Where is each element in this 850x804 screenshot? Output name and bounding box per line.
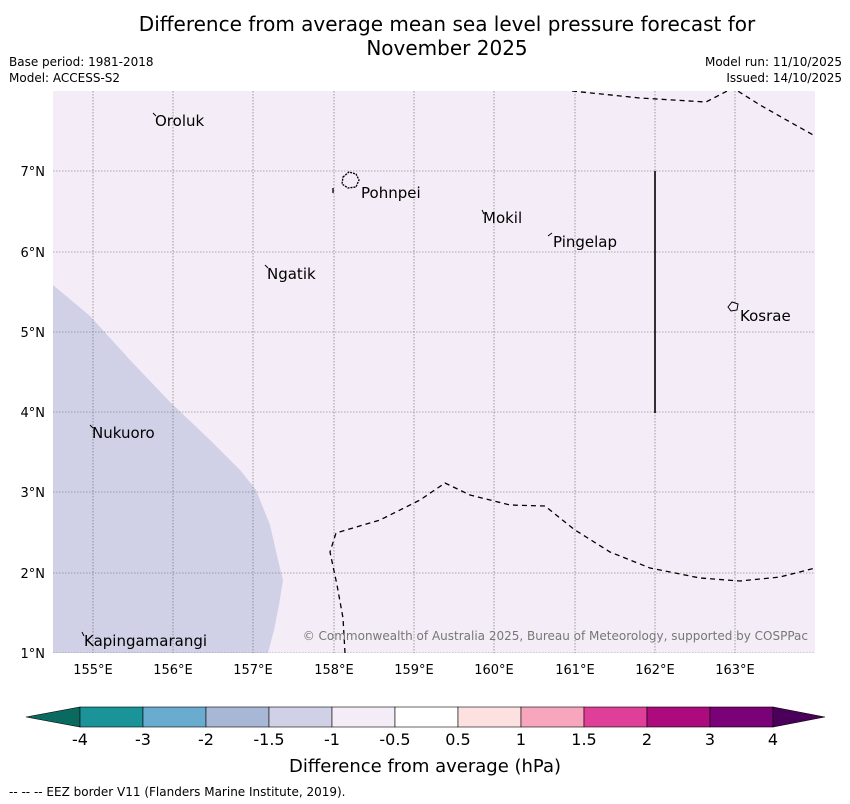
colorbar: -4 -3 -2 -1.5 -1 -0.5 0.5 1 1.5 2 3 4 [25, 706, 826, 749]
colorbar-tick-label: -2 [198, 730, 214, 749]
issued-date: Issued: 14/10/2025 [726, 71, 842, 85]
model-run: Model run: 11/10/2025 [704, 55, 842, 69]
label-ngatik: Ngatik [267, 265, 316, 283]
lat-label: 5°N [21, 326, 46, 341]
label-pohnpei: Pohnpei [361, 184, 421, 202]
kosrae-island [727, 301, 739, 312]
lat-label: 4°N [21, 406, 46, 421]
colorbar-tick-label: 4 [768, 730, 778, 749]
longitude-labels: 155°E 156°E 157°E 158°E 159°E 160°E 161°… [73, 663, 755, 678]
colorbar-tick-label: 3 [705, 730, 715, 749]
lon-label: 157°E [233, 663, 273, 678]
title-line-1: Difference from average mean sea level p… [138, 12, 756, 36]
lat-label: 1°N [21, 647, 46, 662]
colorbar-segment [457, 706, 522, 728]
lon-label: 161°E [555, 663, 595, 678]
colorbar-segment [79, 706, 144, 728]
atoll-markers [81, 112, 553, 637]
lat-label: 2°N [21, 567, 46, 582]
meta-left: Base period: 1981-2018 Model: ACCESS-S2 [9, 54, 154, 86]
latitude-labels: 7°N 6°N 5°N 4°N 3°N 2°N 1°N [21, 165, 46, 662]
colorbar-tick-label: 1.5 [571, 730, 596, 749]
colorbar-tick-label: 0.5 [445, 730, 470, 749]
label-nukuoro: Nukuoro [92, 424, 155, 442]
copyright-text: © Commonwealth of Australia 2025, Bureau… [303, 629, 808, 643]
label-kosrae: Kosrae [740, 307, 791, 325]
colorbar-segment [268, 706, 333, 728]
colorbar-tick-label: -4 [72, 730, 88, 749]
lon-label: 163°E [715, 663, 755, 678]
colorbar-under-arrow [25, 706, 81, 728]
lon-label: 155°E [73, 663, 113, 678]
chart-title: Difference from average mean sea level p… [0, 12, 850, 60]
lon-label: 162°E [635, 663, 675, 678]
colorbar-tick-label: -3 [135, 730, 151, 749]
colorbar-segment [205, 706, 270, 728]
label-mokil: Mokil [483, 209, 522, 227]
meta-right: Model run: 11/10/2025 Issued: 14/10/2025 [705, 54, 842, 86]
colorbar-tick-label: -0.5 [379, 730, 410, 749]
colorbar-segment [142, 706, 207, 728]
colorbar-tick-label: -1.5 [253, 730, 284, 749]
colorbar-segment [646, 706, 711, 728]
colorbar-over-arrow [772, 706, 826, 728]
lon-label: 160°E [474, 663, 514, 678]
label-kapingamarangi: Kapingamarangi [84, 632, 207, 650]
label-oroluk: Oroluk [155, 112, 204, 130]
lat-label: 7°N [21, 165, 46, 180]
base-period: Base period: 1981-2018 [9, 55, 154, 69]
colorbar-segment [709, 706, 774, 728]
lat-label: 6°N [21, 246, 46, 261]
title-line-2: November 2025 [366, 36, 528, 60]
colorbar-tick-label: 2 [642, 730, 652, 749]
pohnpei-island [341, 171, 360, 189]
anomaly-region [53, 285, 283, 653]
footer-note: -- -- -- EEZ border V11 (Flanders Marine… [9, 785, 346, 799]
lon-label: 159°E [394, 663, 434, 678]
lon-label: 158°E [314, 663, 354, 678]
lat-label: 3°N [21, 486, 46, 501]
label-pingelap: Pingelap [553, 233, 617, 251]
colorbar-segment [583, 706, 648, 728]
colorbar-title: Difference from average (hPa) [289, 756, 561, 777]
colorbar-tick-label: 1 [516, 730, 526, 749]
colorbar-segment [520, 706, 585, 728]
colorbar-segment [331, 706, 396, 728]
eez-borders [329, 91, 815, 653]
colorbar-segment [394, 706, 459, 728]
colorbar-tick-label: -1 [324, 730, 340, 749]
model-name: Model: ACCESS-S2 [9, 71, 121, 85]
lon-label: 156°E [153, 663, 193, 678]
